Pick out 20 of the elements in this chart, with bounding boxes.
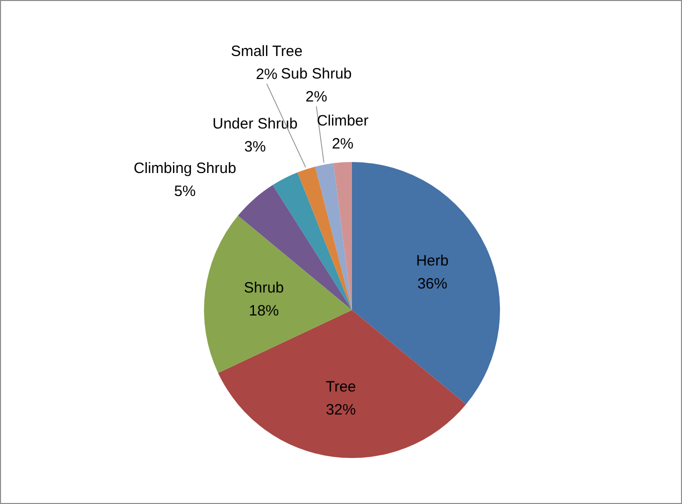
slice-label: Sub Shrub xyxy=(280,64,352,82)
slice-label: Under Shrub xyxy=(212,115,298,132)
pie-slice xyxy=(298,166,352,310)
data-label: 2% xyxy=(305,88,328,105)
pie-slice xyxy=(333,162,352,310)
slice-label: Climber xyxy=(316,112,369,130)
data-label: 36% xyxy=(417,275,448,292)
slice-label: Shrub xyxy=(244,278,284,296)
data-label: 3% xyxy=(244,138,266,156)
data-label: 32% xyxy=(326,401,356,418)
slice-label: Climbing Shrub xyxy=(134,159,236,176)
data-label: 18% xyxy=(248,302,279,319)
pie-slice xyxy=(315,163,352,310)
slice-label: Tree xyxy=(326,378,356,396)
slice-label: Herb xyxy=(416,252,449,270)
data-label: 5% xyxy=(174,182,196,200)
data-label: 2% xyxy=(256,65,278,82)
data-label: 2% xyxy=(332,135,354,152)
pie-slice xyxy=(204,216,352,374)
slice-label: Small Tree xyxy=(230,42,303,60)
